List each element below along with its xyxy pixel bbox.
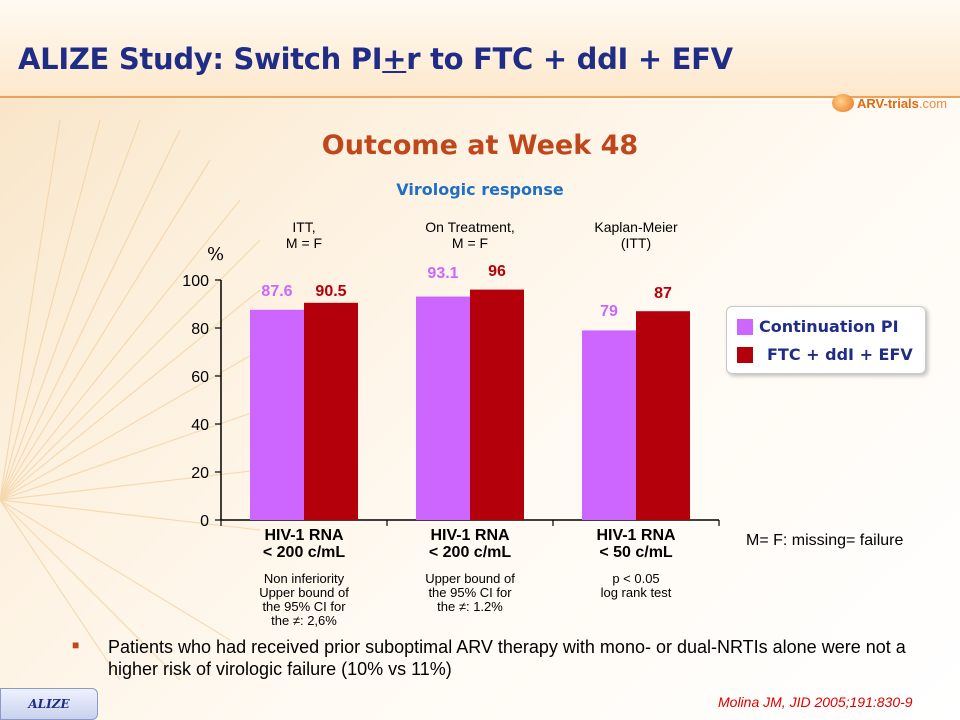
category-note: Non inferiority (264, 571, 345, 586)
category-note: the 95% CI for (262, 599, 346, 614)
category-note: the 95% CI for (428, 585, 512, 600)
chart-sub-subtitle: Virologic response (396, 180, 564, 199)
data-label: 87 (654, 285, 672, 302)
category-header: ITT, (292, 219, 315, 235)
y-tick-label: 60 (191, 369, 209, 386)
x-category-label: < 200 c/mL (263, 544, 346, 561)
category-note: the ≠: 2,6% (271, 613, 337, 628)
arv-trials-logo: ARV-trials.com (832, 92, 947, 114)
bar-ftc (304, 302, 358, 520)
category-header: On Treatment, (425, 219, 514, 235)
category-note: p < 0.05 (612, 571, 659, 586)
logo-icon (832, 94, 854, 112)
chart-legend: Continuation PI FTC + ddI + EFV (726, 306, 926, 374)
category-header: (ITT) (621, 235, 651, 251)
y-tick-label: 40 (191, 417, 209, 434)
missing-failure-note: M= F: missing= failure (746, 532, 904, 549)
x-category-label: HIV-1 RNA (264, 527, 344, 544)
bar-ftc (636, 311, 690, 520)
category-note: the ≠: 1.2% (437, 599, 503, 614)
y-tick-label: 100 (182, 273, 209, 290)
y-tick-label: 0 (200, 513, 209, 530)
data-label: 96 (488, 263, 506, 280)
category-header: M = F (286, 235, 322, 251)
legend-swatch-continuation (737, 318, 753, 335)
bar-ftc (470, 289, 524, 520)
x-category-label: < 50 c/mL (599, 544, 673, 561)
bar-continuation (416, 296, 470, 520)
data-label: 93.1 (427, 265, 458, 282)
x-category-label: < 200 c/mL (429, 544, 512, 561)
legend-swatch-ftc (737, 346, 753, 363)
data-label: 79 (600, 303, 618, 320)
x-category-label: HIV-1 RNA (430, 527, 510, 544)
y-tick-label: 80 (191, 321, 209, 338)
category-note: log rank test (601, 585, 672, 600)
bullet-square-icon: ■ (72, 638, 80, 652)
data-label: 90.5 (315, 283, 346, 300)
y-axis-unit: % (207, 244, 224, 265)
citation: Molina JM, JID 2005;191:830-9 (718, 694, 913, 710)
legend-label-ftc: FTC + ddI + EFV (767, 345, 913, 364)
title-bar (0, 0, 960, 96)
legend-item-ftc: FTC + ddI + EFV (737, 345, 913, 364)
category-note: Upper bound of (425, 571, 515, 586)
legend-item-continuation: Continuation PI (737, 317, 899, 336)
category-header: Kaplan-Meier (594, 219, 678, 235)
category-note: Upper bound of (259, 585, 349, 600)
slide-title: ALIZE Study: Switch PI+r to FTC + ddI + … (18, 42, 733, 76)
bullet-text: Patients who had received prior suboptim… (108, 637, 906, 679)
bar-continuation (582, 330, 636, 520)
category-header: M = F (452, 235, 488, 251)
chart-subtitle: Outcome at Week 48 (321, 130, 639, 161)
y-tick-label: 20 (191, 465, 209, 482)
logo-text: ARV-trials.com (857, 95, 948, 111)
data-label: 87.6 (261, 283, 292, 300)
plus-minus-symbol: + (382, 42, 407, 76)
study-tag: ALIZE (0, 688, 98, 720)
x-category-label: HIV-1 RNA (596, 527, 676, 544)
legend-label-continuation: Continuation PI (759, 317, 899, 336)
title-divider (0, 96, 960, 98)
bar-continuation (250, 309, 304, 520)
